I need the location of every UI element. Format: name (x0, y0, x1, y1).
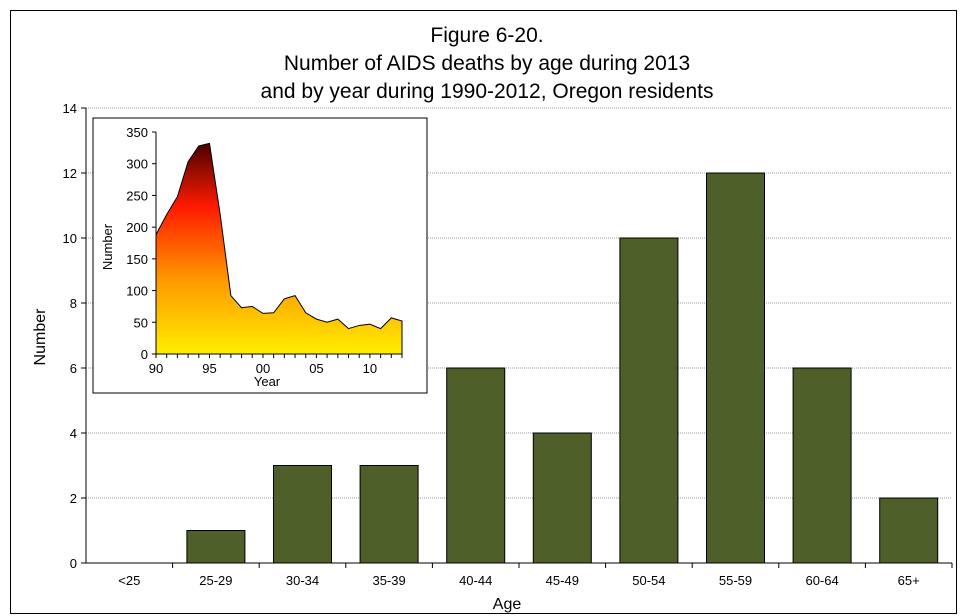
y-tick-label: 2 (70, 491, 77, 506)
y-tick-label: 0 (70, 556, 77, 571)
inset-area-series (155, 142, 403, 355)
inset-x-tick-label: 95 (202, 361, 216, 376)
y-axis-label: Number (32, 308, 49, 366)
main-bars (186, 172, 939, 564)
y-tick-label: 6 (70, 361, 77, 376)
inset-y-tick-label: 250 (126, 188, 148, 203)
main-x-tick-labels: <25 25-29 30-34 35-39 40-44 45-49 50-54 55-59 60… (118, 573, 919, 588)
inset-axes (152, 131, 403, 358)
x-tick-label: 45-49 (546, 573, 579, 588)
bar (532, 432, 592, 564)
inset-x-tick-label: 90 (149, 361, 163, 376)
chart-title: Figure 6-20. Number of AIDS deaths by ag… (261, 24, 714, 103)
inset-y-tick-label: 0 (141, 347, 148, 362)
y-tick-label: 4 (70, 426, 77, 441)
bar (186, 530, 246, 564)
inset-y-tick-label: 200 (126, 220, 148, 235)
bar (446, 367, 506, 564)
x-tick-label: 30-34 (286, 573, 319, 588)
bar (705, 172, 766, 564)
y-tick-label: 10 (63, 231, 77, 246)
bar (272, 465, 333, 564)
inset-x-tick-label: 00 (256, 361, 270, 376)
y-tick-label: 8 (70, 296, 77, 311)
inset-x-tick-labels: 90 95 00 05 10 (149, 361, 377, 376)
chart-title-line-2: Number of AIDS deaths by age during 2013 (284, 52, 690, 75)
x-tick-label: 65+ (898, 573, 920, 588)
x-tick-label: 55-59 (719, 573, 752, 588)
y-tick-label: 12 (63, 166, 77, 181)
inset-x-tick-label: 05 (309, 361, 323, 376)
inset-x-tick-label: 10 (363, 361, 377, 376)
main-y-tick-labels: 0 2 4 6 8 10 12 14 (63, 101, 77, 571)
x-tick-label: 60-64 (805, 573, 838, 588)
inset-y-tick-label: 50 (134, 315, 148, 330)
inset-y-tick-label: 100 (126, 284, 148, 299)
bar (879, 497, 939, 564)
inset-y-tick-label: 150 (126, 252, 148, 267)
x-tick-label: 35-39 (372, 573, 405, 588)
bar (619, 237, 679, 564)
x-tick-label: 40-44 (459, 573, 492, 588)
bar (359, 465, 419, 564)
x-tick-label: 50-54 (632, 573, 665, 588)
x-tick-label: <25 (118, 573, 140, 588)
main-axes (81, 107, 953, 568)
x-axis-label: Age (493, 596, 522, 613)
y-tick-label: 14 (63, 101, 77, 116)
chart-title-line-1: Figure 6-20. (430, 24, 543, 47)
chart-title-line-3: and by year during 1990-2012, Oregon res… (261, 80, 714, 103)
inset-y-axis-label: Number (100, 223, 115, 270)
inset-y-tick-labels: 0 50 100 150 200 250 300 350 (126, 125, 148, 362)
x-tick-label: 25-29 (199, 573, 232, 588)
inset-x-axis-label: Year (254, 374, 281, 389)
bar (792, 367, 852, 564)
inset-y-tick-label: 350 (126, 125, 148, 140)
inset-area (155, 142, 403, 355)
inset-y-tick-label: 300 (126, 157, 148, 172)
